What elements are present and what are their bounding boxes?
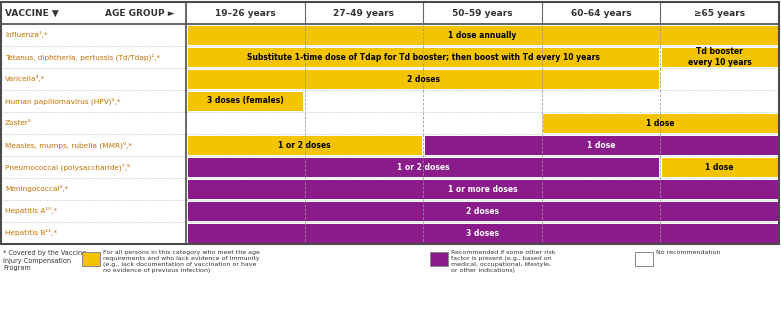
Text: Human papillomavirus (HPV)⁴,*: Human papillomavirus (HPV)⁴,*: [5, 97, 120, 105]
Bar: [187, 158, 659, 176]
Text: No recommendation: No recommendation: [656, 250, 721, 255]
Text: Substitute 1-time dose of Tdap for Td booster; then boost with Td every 10 years: Substitute 1-time dose of Tdap for Td bo…: [247, 52, 600, 61]
Bar: [187, 201, 778, 220]
Bar: [82, 252, 100, 266]
Text: Tetanus, diphtheria, pertussis (Td/Tdap)²,*: Tetanus, diphtheria, pertussis (Td/Tdap)…: [5, 53, 160, 61]
Text: 2 doses: 2 doses: [407, 74, 440, 84]
Text: 3 doses: 3 doses: [466, 228, 499, 237]
Bar: [1, 2, 779, 244]
Text: Meningococcal⁹,*: Meningococcal⁹,*: [5, 185, 69, 192]
Bar: [187, 25, 778, 44]
Bar: [187, 69, 659, 89]
Text: * Covered by the Vaccine
Injury Compensation
Program: * Covered by the Vaccine Injury Compensa…: [3, 250, 86, 271]
Text: 1 or 2 doses: 1 or 2 doses: [278, 141, 331, 150]
Text: 3 doses (females): 3 doses (females): [207, 97, 284, 106]
Text: Hepatitis B¹¹,*: Hepatitis B¹¹,*: [5, 229, 57, 236]
Text: Td booster
every 10 years: Td booster every 10 years: [688, 47, 751, 67]
Bar: [1, 68, 779, 90]
Bar: [430, 252, 448, 266]
Text: VACCINE ▼: VACCINE ▼: [5, 8, 59, 17]
Bar: [1, 200, 779, 222]
Bar: [544, 114, 778, 133]
Bar: [1, 46, 779, 68]
Bar: [662, 47, 778, 66]
Bar: [1, 134, 779, 156]
Bar: [1, 90, 779, 112]
Text: Zoster⁵: Zoster⁵: [5, 120, 31, 126]
Text: 1 dose: 1 dose: [646, 119, 675, 128]
Text: 60–64 years: 60–64 years: [571, 8, 631, 17]
Text: For all persons in this category who meet the age
requirements and who lack evid: For all persons in this category who mee…: [103, 250, 260, 273]
Text: 27–49 years: 27–49 years: [333, 8, 394, 17]
Text: Measles, mumps, rubella (MMR)⁶,*: Measles, mumps, rubella (MMR)⁶,*: [5, 141, 132, 149]
Bar: [1, 222, 779, 244]
Text: ≥65 years: ≥65 years: [694, 8, 745, 17]
Bar: [187, 179, 778, 198]
Text: 1 dose annually: 1 dose annually: [448, 30, 517, 39]
Bar: [187, 92, 303, 111]
Text: 2 doses: 2 doses: [466, 206, 499, 215]
Bar: [1, 24, 779, 46]
Bar: [187, 136, 422, 155]
Text: 1 or more doses: 1 or more doses: [448, 184, 517, 193]
Bar: [662, 158, 778, 176]
Bar: [1, 178, 779, 200]
Text: Recommended if some other risk
factor is present (e.g., based on
medical, occupa: Recommended if some other risk factor is…: [451, 250, 555, 273]
Text: Hepatitis A¹⁰,*: Hepatitis A¹⁰,*: [5, 207, 57, 214]
Bar: [1, 2, 779, 24]
Bar: [635, 252, 653, 266]
Text: 19–26 years: 19–26 years: [215, 8, 276, 17]
Bar: [187, 223, 778, 242]
Bar: [187, 47, 659, 66]
Text: Varicella³,*: Varicella³,*: [5, 75, 45, 82]
Bar: [425, 136, 778, 155]
Text: Influenza¹,*: Influenza¹,*: [5, 31, 48, 38]
Bar: [1, 112, 779, 134]
Bar: [1, 156, 779, 178]
Text: AGE GROUP ►: AGE GROUP ►: [105, 8, 175, 17]
Text: 1 dose: 1 dose: [587, 141, 615, 150]
Text: 50–59 years: 50–59 years: [452, 8, 513, 17]
Text: Pneumococcal (polysaccharide)⁷,⁸: Pneumococcal (polysaccharide)⁷,⁸: [5, 163, 130, 171]
Text: 1 dose: 1 dose: [705, 163, 734, 171]
Text: 1 or 2 doses: 1 or 2 doses: [397, 163, 450, 171]
